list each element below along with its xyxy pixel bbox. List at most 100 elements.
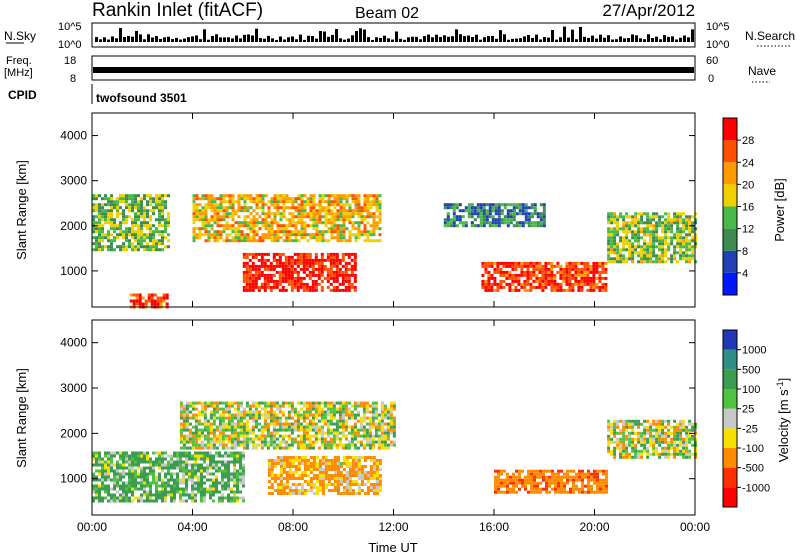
data-cell xyxy=(586,276,590,280)
data-cell xyxy=(341,422,345,426)
data-cell xyxy=(209,478,212,482)
data-cell xyxy=(324,209,328,213)
data-cell xyxy=(95,454,98,458)
data-cell xyxy=(257,276,261,280)
data-cell xyxy=(200,475,203,479)
data-cell xyxy=(233,466,236,470)
data-cell xyxy=(279,459,283,462)
data-cell xyxy=(368,434,372,438)
data-cell xyxy=(640,254,644,258)
data-cell xyxy=(315,489,319,492)
data-cell xyxy=(228,212,232,216)
data-cell xyxy=(155,206,158,210)
data-cell xyxy=(694,242,698,246)
data-cell xyxy=(497,478,500,482)
data-cell xyxy=(113,478,116,482)
data-cell xyxy=(285,474,289,477)
data-cell xyxy=(300,233,304,237)
data-cell xyxy=(128,203,131,207)
data-cell xyxy=(350,443,354,447)
data-cell xyxy=(227,454,230,458)
data-cell xyxy=(233,428,237,432)
data-cell xyxy=(496,264,500,268)
data-cell xyxy=(628,230,632,234)
data-cell xyxy=(371,425,375,429)
data-cell xyxy=(357,227,361,231)
data-cell xyxy=(461,224,465,228)
data-cell xyxy=(375,227,379,231)
data-cell xyxy=(282,239,286,243)
data-cell xyxy=(375,459,379,462)
data-cell xyxy=(568,276,572,280)
data-cell xyxy=(95,484,98,488)
noise-bar xyxy=(107,39,110,42)
data-cell xyxy=(523,288,527,292)
data-cell xyxy=(231,203,235,207)
data-cell xyxy=(578,475,581,479)
data-cell xyxy=(348,456,352,459)
data-cell xyxy=(254,443,258,447)
data-cell xyxy=(194,454,197,458)
data-cell xyxy=(242,443,246,447)
data-cell xyxy=(143,454,146,458)
data-cell xyxy=(299,285,303,289)
data-cell xyxy=(236,469,239,473)
data-cell xyxy=(234,230,238,234)
data-cell xyxy=(503,206,507,210)
data-cell xyxy=(185,460,188,464)
data-cell xyxy=(341,416,345,420)
data-cell xyxy=(616,257,620,261)
data-cell xyxy=(679,230,683,234)
data-cell xyxy=(306,224,310,228)
data-cell xyxy=(251,425,255,429)
data-cell xyxy=(287,425,291,429)
data-cell xyxy=(95,197,98,201)
data-cell xyxy=(601,276,605,280)
data-cell xyxy=(359,440,363,444)
data-cell xyxy=(191,469,194,473)
data-cell xyxy=(312,194,316,198)
colorbar-segment xyxy=(723,228,737,251)
data-cell xyxy=(312,456,316,459)
data-cell xyxy=(209,428,213,432)
data-cell xyxy=(210,233,214,237)
data-cell xyxy=(631,218,635,222)
data-cell xyxy=(206,472,209,476)
data-cell xyxy=(347,407,351,411)
data-cell xyxy=(279,230,283,234)
data-cell xyxy=(225,227,229,231)
data-cell xyxy=(296,428,300,432)
data-cell xyxy=(458,215,462,219)
data-cell xyxy=(336,236,340,240)
data-cell xyxy=(610,215,614,219)
noise-bar xyxy=(475,34,478,42)
data-cell xyxy=(254,273,258,277)
noise-bar xyxy=(307,35,310,42)
data-cell xyxy=(341,428,345,432)
data-cell xyxy=(179,407,183,411)
data-cell xyxy=(221,434,225,438)
data-cell xyxy=(212,481,215,485)
data-cell xyxy=(300,209,304,213)
data-cell xyxy=(134,463,137,467)
data-cell xyxy=(557,469,560,473)
data-cell xyxy=(321,492,325,495)
data-cell xyxy=(333,212,337,216)
data-cell xyxy=(607,449,611,453)
data-cell xyxy=(530,475,533,479)
data-cell xyxy=(125,200,128,204)
data-cell xyxy=(236,422,240,426)
data-cell xyxy=(282,215,286,219)
data-cell xyxy=(125,197,128,201)
data-cell xyxy=(282,200,286,204)
data-cell xyxy=(610,221,614,225)
data-cell xyxy=(95,203,98,207)
data-cell xyxy=(685,236,689,240)
data-cell xyxy=(248,258,252,262)
data-cell xyxy=(449,221,453,225)
data-cell xyxy=(321,236,325,240)
data-cell xyxy=(252,227,256,231)
data-cell xyxy=(179,481,182,485)
data-cell xyxy=(287,273,291,277)
data-cell xyxy=(581,481,584,485)
